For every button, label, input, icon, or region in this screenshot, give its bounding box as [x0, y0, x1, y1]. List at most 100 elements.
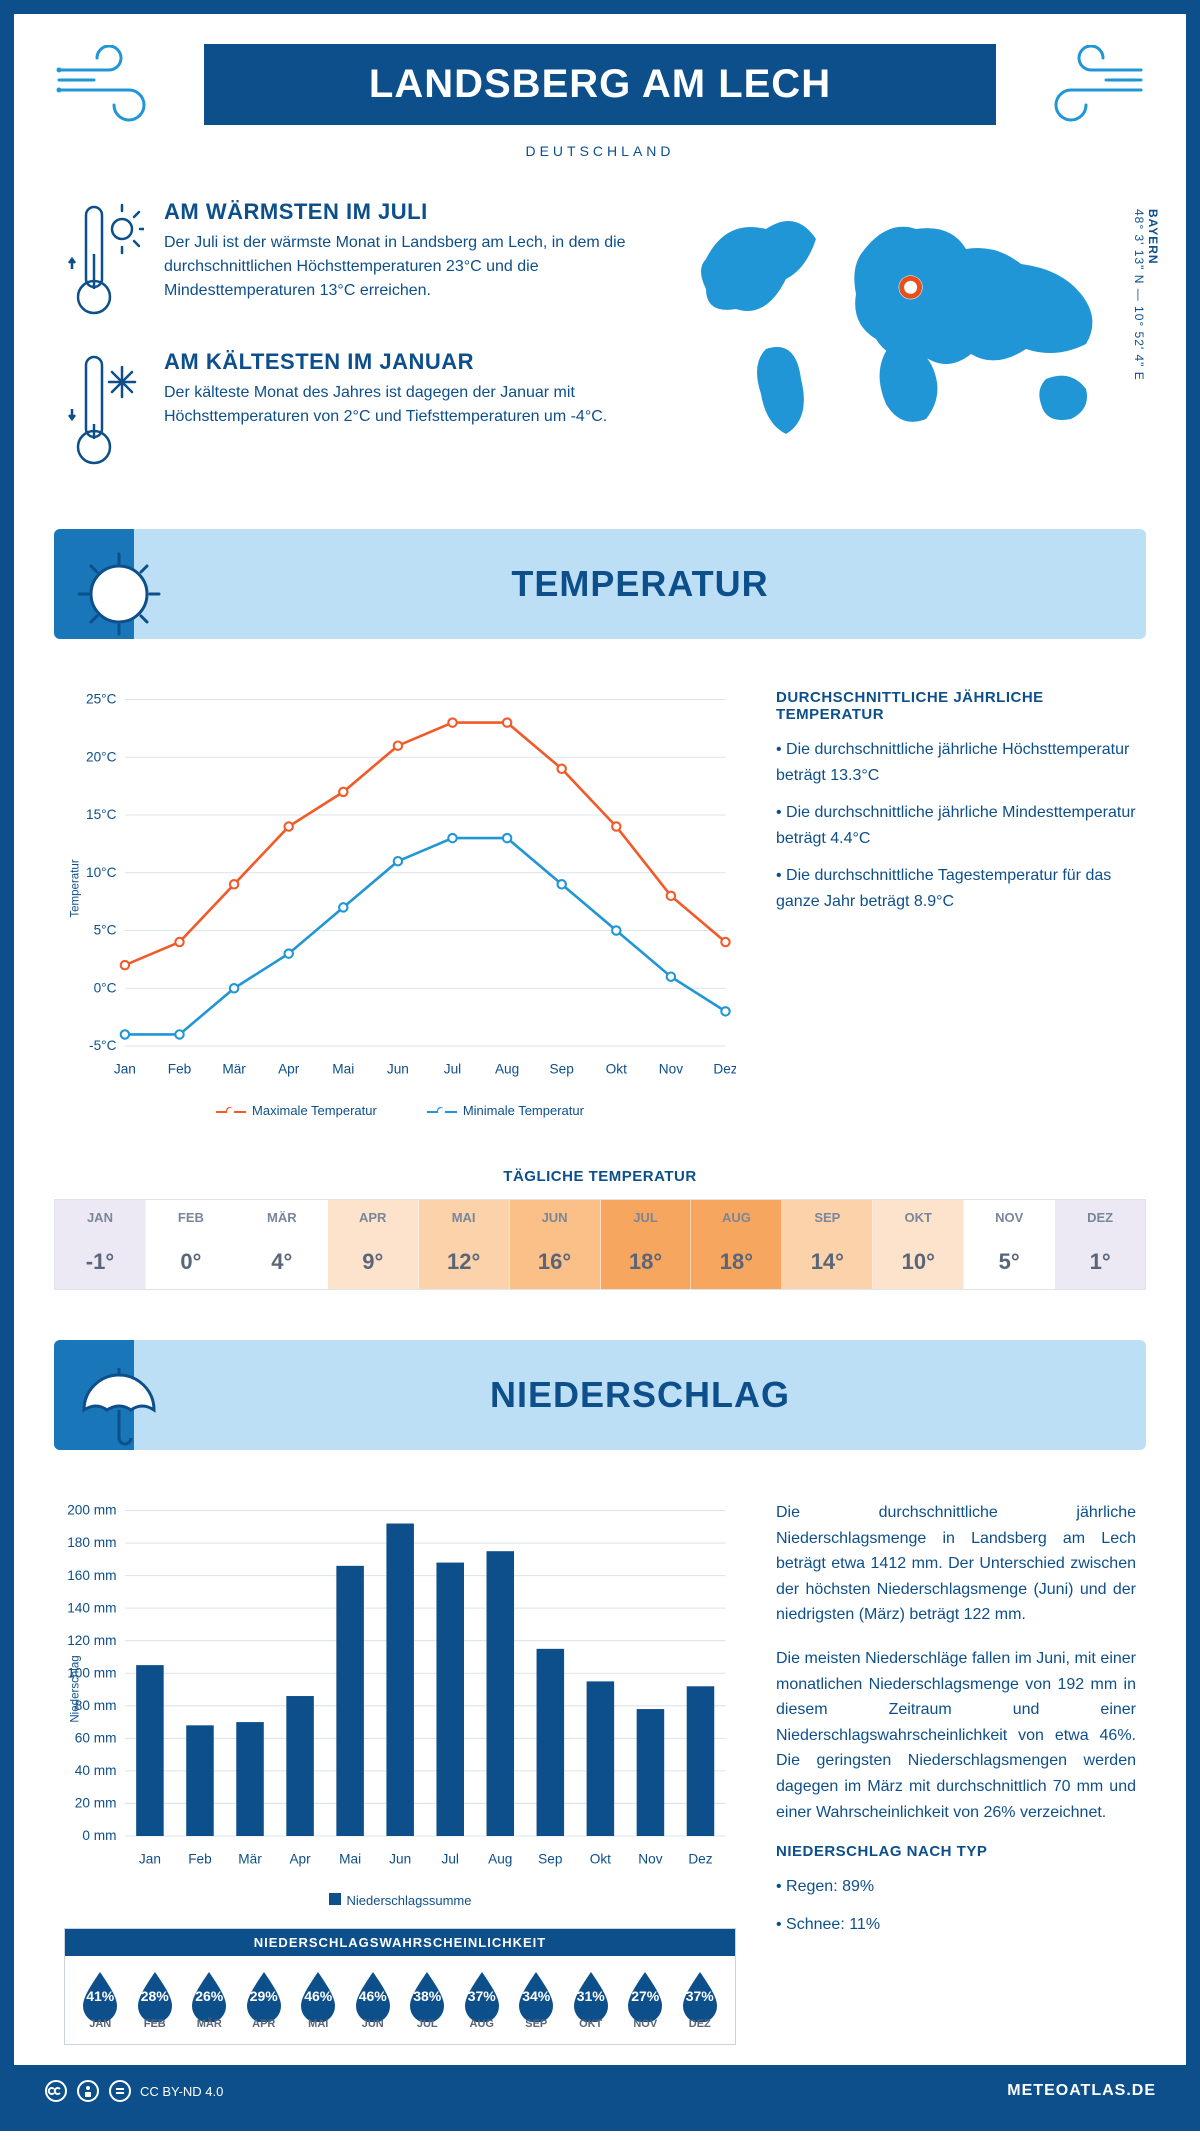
daily-title: TÄGLICHE TEMPERATUR	[14, 1168, 1186, 1185]
probability-value: 46%	[346, 1988, 401, 2004]
probability-cell: 46% MAI	[291, 1970, 346, 2030]
daily-value: 10°	[873, 1235, 963, 1289]
daily-cell: APR9°	[328, 1200, 419, 1289]
wind-icon-right	[1026, 45, 1146, 125]
region-label: BAYERN	[1146, 209, 1160, 265]
fact-warm-text: Der Juli ist der wärmste Monat in Landsb…	[164, 231, 636, 303]
probability-value: 31%	[564, 1988, 619, 2004]
daily-cell: JUN16°	[510, 1200, 601, 1289]
probability-cell: 27% NOV	[618, 1970, 673, 2030]
title-banner: LANDSBERG AM LECH	[204, 44, 996, 125]
precip-p1: Die durchschnittliche jährliche Niedersc…	[776, 1500, 1136, 1628]
daily-month: JAN	[55, 1200, 145, 1235]
country-subtitle: DEUTSCHLAND	[14, 143, 1186, 159]
daily-value: 4°	[237, 1235, 327, 1289]
daily-month: MAI	[419, 1200, 509, 1235]
probability-cell: 37% AUG	[455, 1970, 510, 2030]
daily-cell: JAN-1°	[55, 1200, 146, 1289]
fact-warm-title: AM WÄRMSTEN IM JULI	[164, 199, 636, 225]
svg-text:0°C: 0°C	[94, 980, 117, 995]
header-row: LANDSBERG AM LECH	[14, 14, 1186, 135]
probability-value: 46%	[291, 1988, 346, 2004]
daily-value: 18°	[601, 1235, 691, 1289]
thermometer-cold-icon	[64, 349, 144, 469]
svg-text:60 mm: 60 mm	[75, 1731, 117, 1746]
umbrella-icon	[74, 1360, 164, 1450]
svg-text:Aug: Aug	[488, 1851, 512, 1866]
daily-cell: MÄR4°	[237, 1200, 328, 1289]
svg-text:180 mm: 180 mm	[67, 1535, 116, 1550]
probability-month: JUN	[346, 2018, 401, 2030]
svg-text:Mai: Mai	[339, 1851, 361, 1866]
probability-month: AUG	[455, 2018, 510, 2030]
probability-month: OKT	[564, 2018, 619, 2030]
daily-cell: AUG18°	[691, 1200, 782, 1289]
temperature-line-chart: -5°C0°C5°C10°C15°C20°C25°CTemperaturJanF…	[64, 689, 736, 1088]
by-icon	[76, 2079, 100, 2103]
nd-icon	[108, 2079, 132, 2103]
probability-cell: 34% SEP	[509, 1970, 564, 2030]
probability-value: 37%	[455, 1988, 510, 2004]
probability-cell: 31% OKT	[564, 1970, 619, 2030]
legend-item: Maximale Temperatur	[216, 1103, 377, 1118]
daily-value: 1°	[1055, 1235, 1145, 1289]
section-head-precip: NIEDERSCHLAG	[54, 1340, 1146, 1450]
svg-text:Okt: Okt	[606, 1061, 627, 1076]
fact-warmest: AM WÄRMSTEN IM JULI Der Juli ist der wär…	[64, 199, 636, 319]
sun-icon	[74, 549, 164, 639]
daily-cell: DEZ1°	[1055, 1200, 1145, 1289]
probability-cell: 29% APR	[237, 1970, 292, 2030]
temp-section-title: TEMPERATUR	[134, 563, 1146, 605]
coords-label: BAYERN 48° 3' 13" N — 10° 52' 4" E	[1132, 209, 1160, 381]
daily-cell: MAI12°	[419, 1200, 510, 1289]
daily-value: 9°	[328, 1235, 418, 1289]
svg-text:Jun: Jun	[389, 1851, 411, 1866]
precip-p2: Die meisten Niederschläge fallen im Juni…	[776, 1646, 1136, 1825]
svg-text:25°C: 25°C	[86, 692, 117, 707]
probability-cell: 46% JUN	[346, 1970, 401, 2030]
svg-text:Apr: Apr	[289, 1851, 311, 1866]
bar-legend-label: Niederschlagssumme	[347, 1893, 472, 1908]
svg-text:0 mm: 0 mm	[82, 1828, 116, 1843]
svg-text:160 mm: 160 mm	[67, 1568, 116, 1583]
daily-month: APR	[328, 1200, 418, 1235]
precip-type-bullets: Regen: 89%Schnee: 11%	[776, 1874, 1136, 1937]
site-label: METEOATLAS.DE	[1007, 2082, 1156, 2100]
svg-text:Jan: Jan	[114, 1061, 136, 1076]
svg-text:Apr: Apr	[278, 1061, 300, 1076]
map-marker	[899, 275, 923, 299]
precip-type-bullet: Regen: 89%	[776, 1874, 1136, 1900]
svg-text:Jun: Jun	[387, 1061, 409, 1076]
probability-box: NIEDERSCHLAGSWAHRSCHEINLICHKEIT 41% JAN …	[64, 1928, 736, 2045]
svg-text:Nov: Nov	[638, 1851, 662, 1866]
license-label: CC BY-ND 4.0	[140, 2084, 223, 2099]
daily-cell: SEP14°	[782, 1200, 873, 1289]
probability-value: 27%	[618, 1988, 673, 2004]
svg-text:Mär: Mär	[238, 1851, 262, 1866]
temp-bullets: Die durchschnittliche jährliche Höchstte…	[776, 737, 1136, 915]
svg-text:Okt: Okt	[590, 1851, 611, 1866]
svg-text:200 mm: 200 mm	[67, 1503, 116, 1518]
daily-cell: JUL18°	[601, 1200, 692, 1289]
daily-value: 18°	[691, 1235, 781, 1289]
daily-value: 16°	[510, 1235, 600, 1289]
probability-title: NIEDERSCHLAGSWAHRSCHEINLICHKEIT	[65, 1929, 735, 1956]
svg-text:Feb: Feb	[188, 1851, 212, 1866]
svg-text:Nov: Nov	[659, 1061, 683, 1076]
svg-text:Dez: Dez	[688, 1851, 712, 1866]
svg-text:5°C: 5°C	[94, 923, 117, 938]
line-chart-legend: Maximale TemperaturMinimale Temperatur	[64, 1103, 736, 1118]
probability-month: MAI	[291, 2018, 346, 2030]
svg-text:Jan: Jan	[139, 1851, 161, 1866]
daily-value: 12°	[419, 1235, 509, 1289]
bar-chart-legend: Niederschlagssumme	[64, 1893, 736, 1908]
temp-bullet: Die durchschnittliche jährliche Mindestt…	[776, 800, 1136, 851]
precipitation-bar-chart: 0 mm20 mm40 mm60 mm80 mm100 mm120 mm140 …	[64, 1500, 736, 1878]
probability-value: 37%	[673, 1988, 728, 2004]
temp-bullet: Die durchschnittliche jährliche Höchstte…	[776, 737, 1136, 788]
svg-text:140 mm: 140 mm	[67, 1600, 116, 1615]
intro-section: AM WÄRMSTEN IM JULI Der Juli ist der wär…	[14, 199, 1186, 529]
probability-value: 29%	[237, 1988, 292, 2004]
temp-side-heading: DURCHSCHNITTLICHE JÄHRLICHE TEMPERATUR	[776, 689, 1136, 723]
probability-value: 38%	[400, 1988, 455, 2004]
